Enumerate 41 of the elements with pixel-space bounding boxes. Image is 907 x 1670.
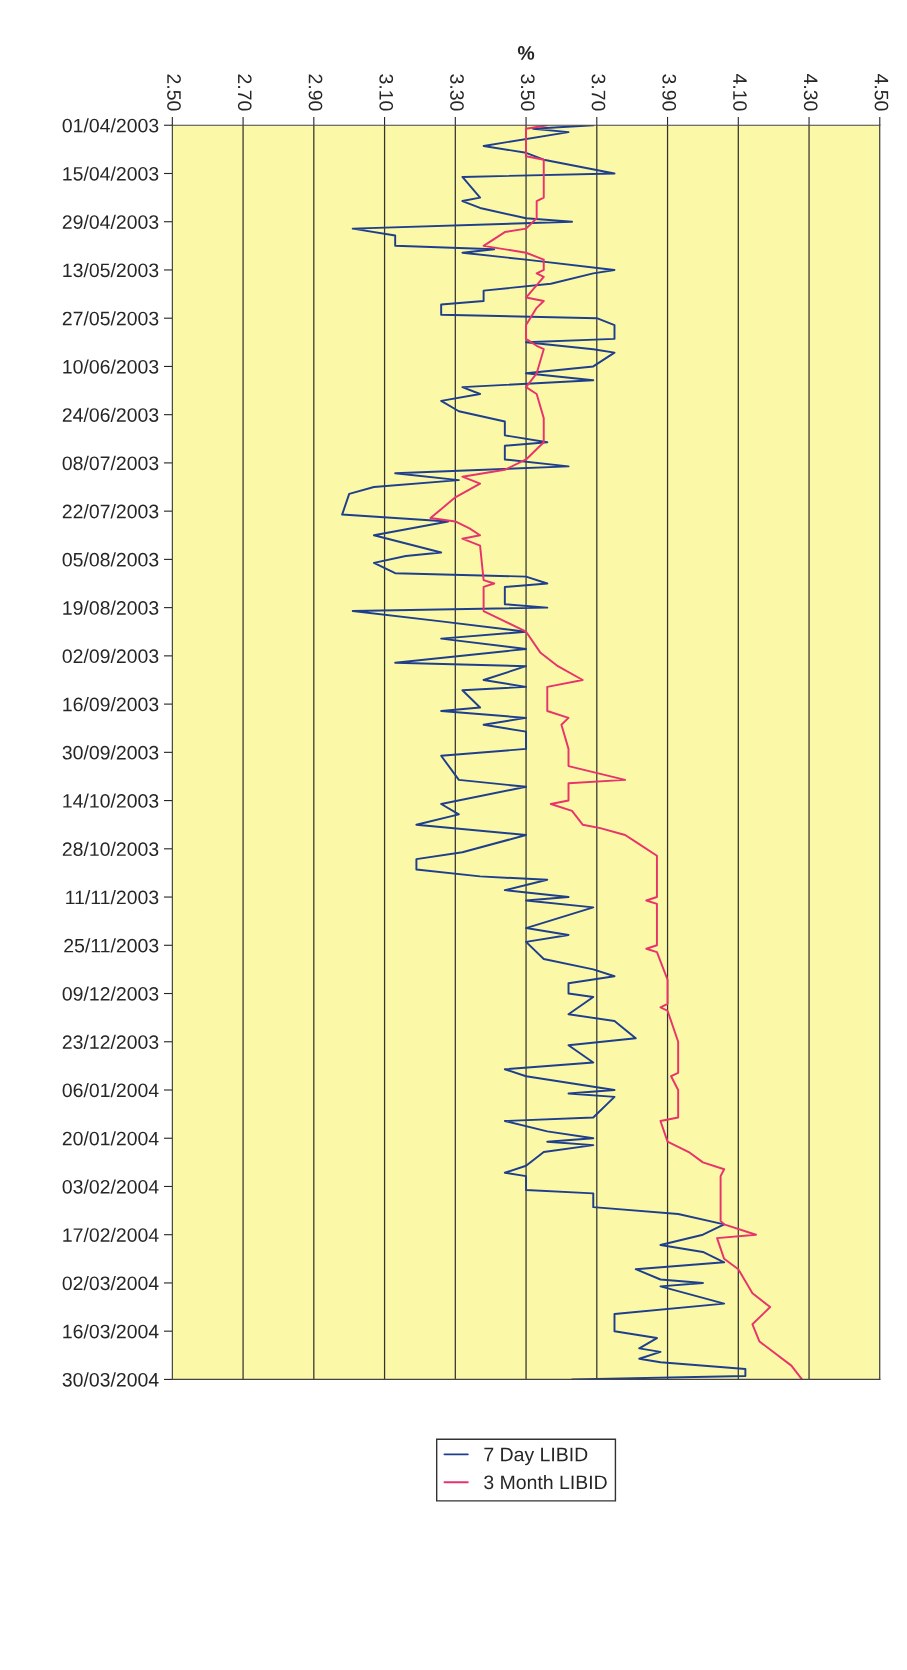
- y-tick-label: 02/03/2004: [62, 1275, 159, 1291]
- y-tick-label: 08/07/2003: [62, 455, 159, 471]
- y-tick-label: 11/11/2003: [66, 890, 159, 905]
- y-tick-label: 09/12/2003: [62, 986, 159, 1001]
- y-tick-label: 22/07/2003: [62, 504, 159, 519]
- y-tick-label: 20/01/2004: [62, 1131, 159, 1146]
- y-tick-label: 19/08/2003: [63, 600, 159, 615]
- x-axis-title: %: [517, 46, 535, 60]
- x-tick-label: 3.30: [450, 74, 464, 111]
- x-tick-label: 2.70: [237, 74, 252, 111]
- y-tick-label: 03/02/2004: [62, 1179, 159, 1194]
- y-tick-label: 15/04/2003: [63, 166, 159, 181]
- y-tick-label: 30/03/2004: [62, 1372, 159, 1387]
- y-tick-label: 28/10/2003: [62, 841, 159, 857]
- x-tick-label: 4.30: [803, 73, 818, 111]
- y-tick-label: 30/09/2003: [62, 745, 159, 760]
- x-tick-label: 3.10: [379, 74, 394, 111]
- legend-label: 7 Day LIBID: [484, 1447, 588, 1466]
- y-tick-label: 24/06/2003: [62, 407, 159, 422]
- x-tick-label: 4.10: [733, 73, 747, 111]
- y-tick-label: 05/08/2003: [62, 552, 159, 567]
- y-tick-label: 10/06/2003: [63, 359, 159, 374]
- y-tick-label: 01/04/2003: [62, 118, 159, 133]
- x-tick-label: 2.50: [167, 74, 181, 111]
- y-tick-label: 14/10/2003: [63, 793, 159, 808]
- y-tick-label: 29/04/2003: [62, 214, 159, 229]
- y-tick-label: 27/05/2003: [62, 311, 159, 326]
- y-tick-label: 25/11/2003: [64, 938, 159, 953]
- x-tick-label: 2.90: [308, 74, 323, 111]
- y-tick-label: 13/05/2003: [63, 262, 159, 278]
- legend-label: 3 Month LIBID: [484, 1474, 607, 1490]
- y-tick-label: 02/09/2003: [62, 648, 159, 664]
- x-tick-label: 3.90: [662, 74, 677, 111]
- x-tick-label: 3.50: [520, 74, 535, 111]
- y-tick-label: 17/02/2004: [63, 1227, 159, 1242]
- y-tick-label: 23/12/2003: [62, 1034, 159, 1049]
- x-tick-label: 4.50: [874, 73, 889, 111]
- y-tick-label: 06/01/2004: [62, 1082, 159, 1098]
- x-tick-label: 3.70: [591, 74, 606, 111]
- y-tick-label: 16/09/2003: [63, 697, 159, 712]
- y-tick-label: 16/03/2004: [63, 1324, 159, 1339]
